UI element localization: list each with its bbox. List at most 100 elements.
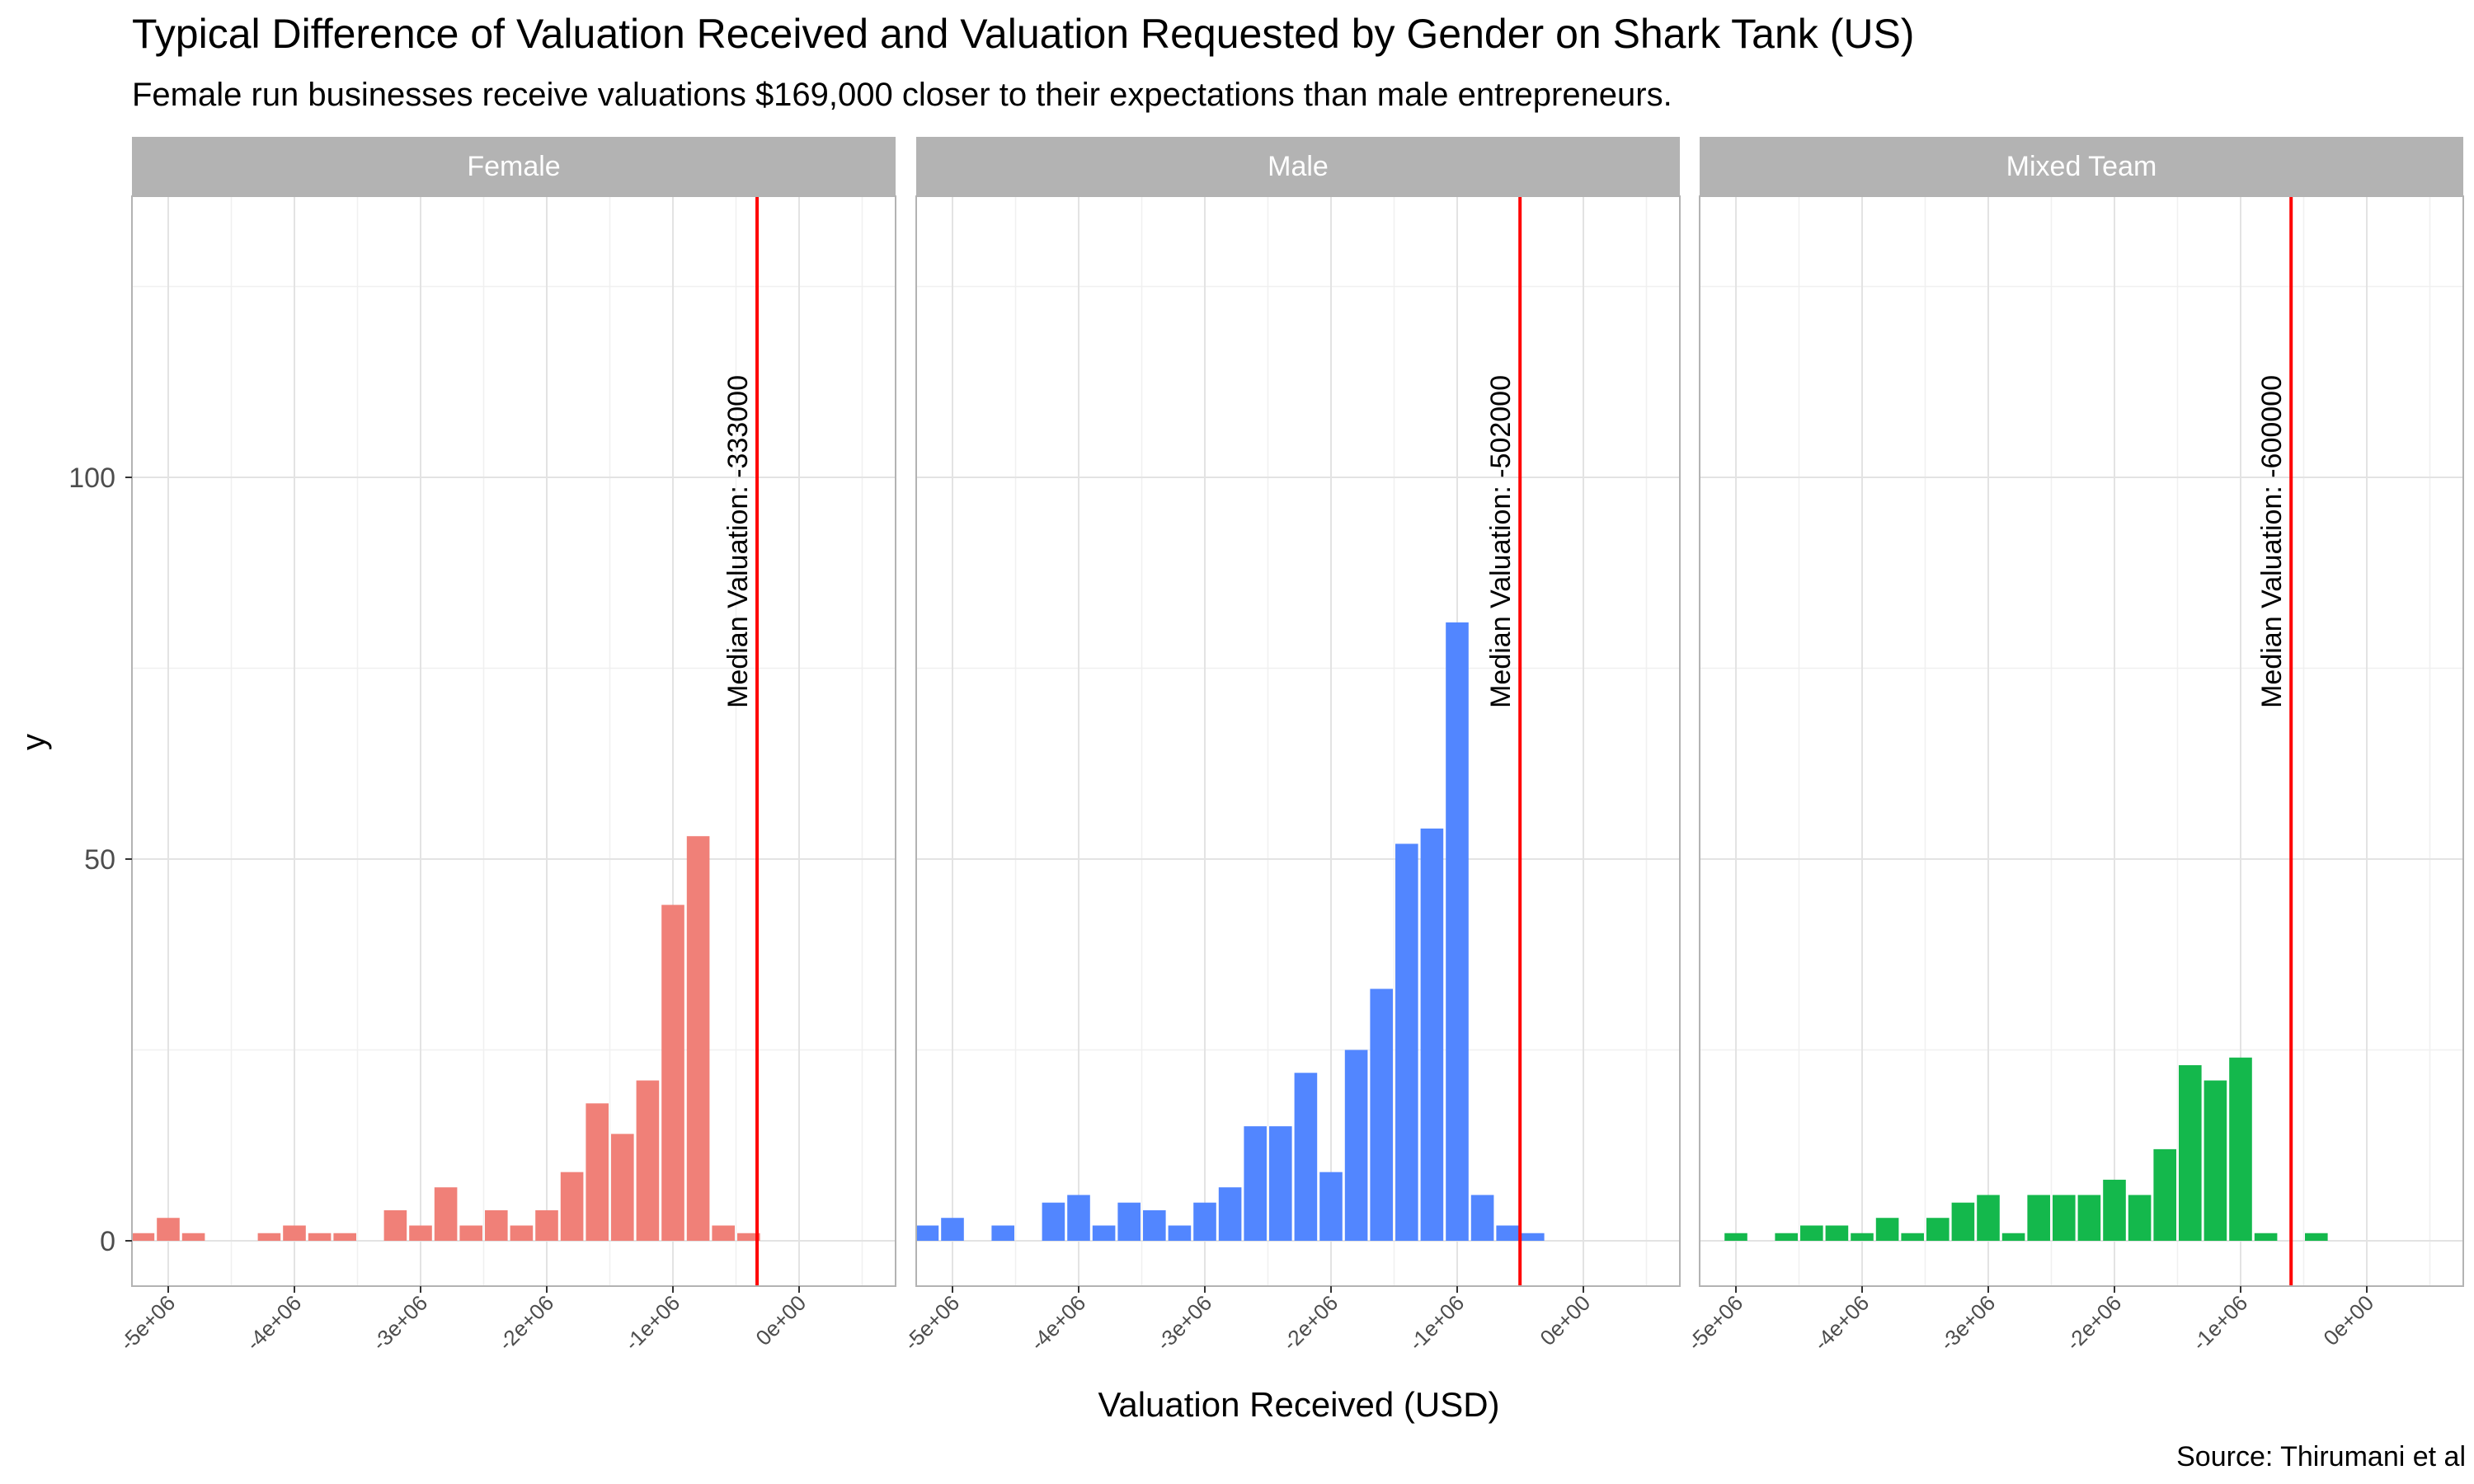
histogram-bar	[1370, 989, 1393, 1241]
histogram-bar	[1951, 1202, 1975, 1241]
x-tick-label: -5e+06	[115, 1290, 180, 1355]
median-label: Median Valuation: -600000	[2256, 375, 2288, 708]
histogram-bar	[510, 1225, 534, 1241]
histogram-bar	[586, 1103, 609, 1241]
histogram-bar	[257, 1233, 281, 1241]
histogram-bar	[1294, 1073, 1318, 1241]
histogram-bar	[1496, 1225, 1519, 1241]
histogram-bar	[712, 1225, 735, 1241]
histogram-bar	[434, 1187, 458, 1241]
histogram-bar	[2027, 1195, 2050, 1241]
histogram-bar	[1344, 1050, 1368, 1241]
histogram-bar	[611, 1134, 634, 1241]
histogram-bar	[333, 1233, 356, 1241]
histogram-bar	[132, 1233, 155, 1241]
x-tick-label: -4e+06	[241, 1290, 306, 1355]
histogram-bar	[2229, 1057, 2252, 1241]
histogram-bar	[1825, 1225, 1849, 1241]
x-tick-label: -2e+06	[1277, 1290, 1343, 1355]
histogram-bar	[283, 1225, 306, 1241]
y-tick-label: 100	[68, 463, 115, 494]
histogram-bar	[1193, 1202, 1216, 1241]
facet-strip-label: Mixed Team	[2006, 151, 2157, 182]
x-tick-label: -3e+06	[1151, 1290, 1216, 1355]
panel-border	[915, 195, 1681, 1287]
histogram-bar	[1395, 843, 1418, 1241]
x-tick-label: -5e+06	[899, 1290, 964, 1355]
histogram-bar	[1851, 1233, 1874, 1241]
histogram-bar	[2077, 1195, 2101, 1241]
histogram-bar	[941, 1218, 964, 1241]
histogram-bar	[1143, 1209, 1166, 1241]
histogram-bar	[1117, 1202, 1141, 1241]
histogram-bar	[2305, 1233, 2328, 1241]
facet-strip	[1700, 137, 2463, 196]
facet-strip	[132, 137, 896, 196]
histogram-bar	[1724, 1233, 1747, 1241]
histogram-bar	[560, 1172, 584, 1241]
histogram-bar	[2053, 1195, 2076, 1241]
y-tick-label: 0	[100, 1226, 115, 1257]
chart-title: Typical Difference of Valuation Received…	[132, 11, 1914, 57]
panel-border	[1699, 195, 2464, 1287]
x-tick-label: -1e+06	[2187, 1290, 2252, 1355]
x-tick-label: -3e+06	[1935, 1290, 2000, 1355]
histogram-bar	[181, 1233, 205, 1241]
x-tick-label: 0e+00	[1535, 1290, 1595, 1350]
panel-border	[131, 195, 896, 1287]
facet-panel: Male Median Valuation: -502000 -5e+06 -4e+0…	[899, 137, 1681, 1355]
x-axis-label: Valuation Received (USD)	[1098, 1385, 1499, 1424]
histogram-bar	[1775, 1233, 1798, 1241]
median-label: Median Valuation: -333000	[722, 375, 754, 708]
x-tick-label: -1e+06	[1404, 1290, 1469, 1355]
histogram-bar	[1269, 1126, 1292, 1241]
facet-panel: Female Median Valuation: -333000 -5e+06 -4e…	[115, 137, 896, 1355]
chart-subtitle: Female run businesses receive valuations…	[132, 77, 1672, 113]
x-tick-label: -2e+06	[493, 1290, 558, 1355]
histogram-bar	[1092, 1225, 1116, 1241]
plot-background	[1700, 196, 2463, 1286]
histogram-bar	[991, 1225, 1014, 1241]
histogram-bar	[1067, 1195, 1090, 1241]
facet-panel: Mixed Team Median Valuation: -600000 -5e+0…	[1682, 137, 2464, 1355]
histogram-bar	[636, 1080, 660, 1241]
histogram-bar	[2001, 1233, 2025, 1241]
x-tick-label: -5e+06	[1682, 1290, 1747, 1355]
histogram-bar	[1470, 1195, 1494, 1241]
histogram-bar	[535, 1209, 558, 1241]
x-tick-label: 0e+00	[750, 1290, 811, 1350]
y-tick-label: 50	[84, 844, 115, 876]
x-tick-label: -1e+06	[619, 1290, 684, 1355]
histogram-bar	[1926, 1218, 1950, 1241]
x-tick-label: -3e+06	[367, 1290, 432, 1355]
histogram-bar	[1244, 1126, 1267, 1241]
source-caption: Source: Thirumani et al	[2176, 1441, 2466, 1472]
facet-strip	[916, 137, 1680, 196]
facet-panels: 0 50 100 Female Median Valuation: -333000 -5e…	[68, 137, 2464, 1355]
facet-strip-label: Female	[467, 151, 560, 182]
histogram-bar	[383, 1209, 407, 1241]
x-tick-label: -4e+06	[1808, 1290, 1874, 1355]
x-tick-label: 0e+00	[2318, 1290, 2378, 1350]
y-axis-label: y	[16, 734, 52, 750]
histogram-bar	[1168, 1225, 1192, 1241]
histogram-bar	[1420, 828, 1444, 1241]
median-label: Median Valuation: -502000	[1485, 375, 1517, 708]
histogram-bar	[1446, 622, 1469, 1241]
histogram-bar	[1218, 1187, 1242, 1241]
histogram-bar	[1042, 1202, 1065, 1241]
histogram-bar	[459, 1225, 482, 1241]
histogram-bar	[1319, 1172, 1343, 1241]
x-tick-label: -4e+06	[1025, 1290, 1090, 1355]
histogram-bar	[1800, 1225, 1823, 1241]
histogram-bar	[2153, 1148, 2176, 1241]
histogram-bar	[2254, 1233, 2278, 1241]
plot-background	[132, 196, 896, 1286]
histogram-bar	[1875, 1218, 1899, 1241]
histogram-bar	[686, 836, 710, 1241]
histogram-bar	[2128, 1195, 2152, 1241]
histogram-bar	[1901, 1233, 1924, 1241]
histogram-bar	[737, 1233, 760, 1241]
histogram-bar	[1977, 1195, 2000, 1241]
